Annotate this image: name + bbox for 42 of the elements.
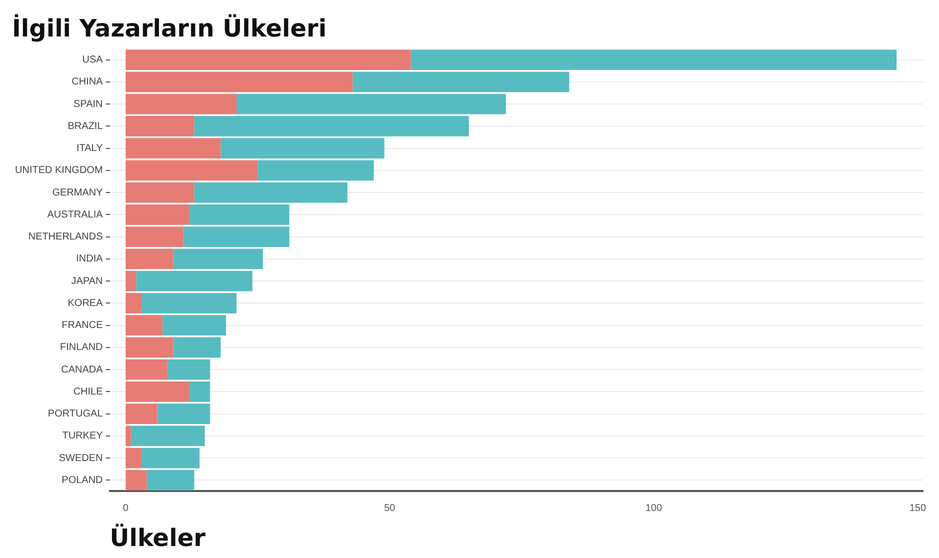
bar (410, 50, 897, 70)
y-tick-label: CANADA (61, 364, 104, 376)
bar (141, 448, 200, 468)
bar (136, 270, 252, 292)
bar (146, 470, 194, 490)
chart-title: İlgili Yazarların Ülkeleri (12, 14, 327, 43)
x-tick-label: 150 (909, 502, 926, 514)
bar (258, 160, 374, 181)
y-tick-label: JAPAN (71, 276, 103, 287)
y-tick-label: UNITED KINGDOM (14, 165, 103, 176)
bar (352, 72, 570, 92)
bar (126, 72, 353, 92)
y-tick-label: FINLAND (60, 342, 103, 354)
y-tick-label: TURKEY (62, 430, 104, 442)
x-tick-label: 0 (122, 502, 129, 514)
y-tick-label: ITALY (76, 143, 104, 154)
bar (126, 359, 168, 380)
bar (168, 359, 210, 380)
x-tick-label: 50 (384, 502, 396, 514)
bar (126, 448, 142, 468)
y-tick-label: POLAND (62, 474, 103, 486)
y-tick-label: AUSTRALIA (47, 209, 104, 220)
y-tick-label: USA (82, 54, 104, 66)
y-tick-label: PORTUGAL (48, 408, 104, 420)
y-tick-label: SWEDEN (58, 452, 103, 464)
y-tick-label: KOREA (68, 298, 104, 309)
bar (126, 248, 174, 270)
bar (126, 50, 411, 70)
x-tick-label: 100 (645, 502, 662, 514)
y-tick-label: INDIA (76, 254, 104, 265)
y-tick-label: CHINA (72, 76, 104, 88)
bar (126, 470, 147, 490)
bar (126, 160, 258, 181)
y-tick-label: SPAIN (73, 98, 103, 110)
y-tick-label: CHILE (73, 386, 104, 398)
y-tick-label: NETHERLANDS (28, 232, 104, 243)
bar (173, 248, 263, 270)
y-tick-label: BRAZIL (68, 120, 104, 132)
bar (126, 270, 136, 292)
y-tick-label: FRANCE (62, 320, 104, 332)
y-tick-label: GERMANY (52, 187, 104, 198)
x-axis-title: Ülkeler (110, 522, 206, 552)
